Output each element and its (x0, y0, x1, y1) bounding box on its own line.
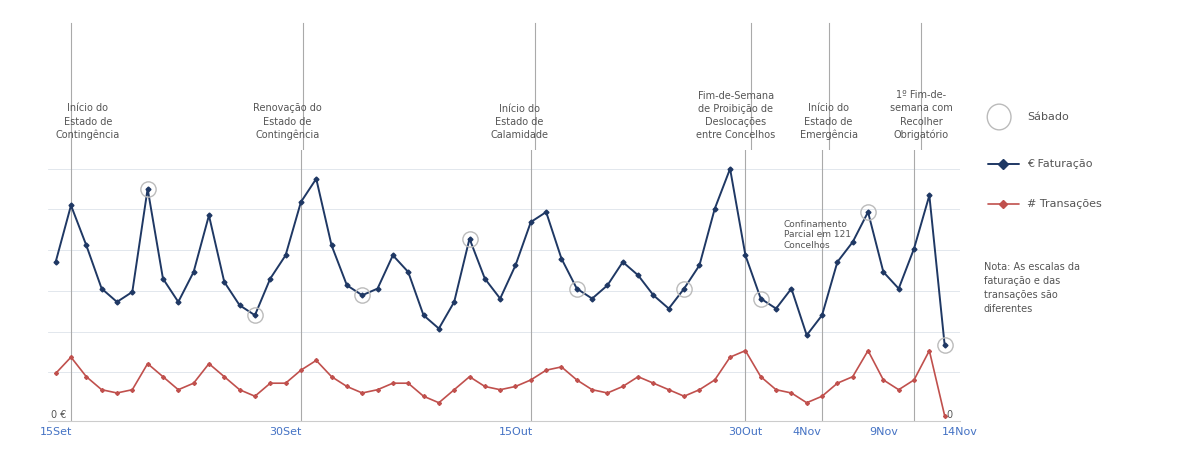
Text: Sábado: Sábado (1027, 112, 1069, 122)
Text: Fim-de-Semana
de Proibição de
Deslocações
entre Concelhos: Fim-de-Semana de Proibição de Deslocaçõe… (696, 91, 775, 140)
Text: Início do
Estado de
Emergência: Início do Estado de Emergência (799, 103, 858, 140)
Text: Confinamento
Parcial em 121
Concelhos: Confinamento Parcial em 121 Concelhos (784, 220, 851, 250)
Text: 1º Fim-de-
semana com
Recolher
Obrigatório: 1º Fim-de- semana com Recolher Obrigatór… (890, 90, 953, 140)
Text: 0: 0 (947, 410, 953, 420)
Text: Início do
Estado de
Calamidade: Início do Estado de Calamidade (491, 104, 548, 140)
Text: 0 €: 0 € (52, 410, 66, 420)
Text: Nota: As escalas da
faturação e das
transações são
diferentes: Nota: As escalas da faturação e das tran… (984, 262, 1080, 314)
Text: Renovação do
Estado de
Contingência: Renovação do Estado de Contingência (253, 103, 322, 140)
Text: € Faturação: € Faturação (1027, 159, 1093, 169)
Text: # Transações: # Transações (1027, 198, 1102, 209)
Text: Início do
Estado de
Contingência: Início do Estado de Contingência (55, 103, 120, 140)
